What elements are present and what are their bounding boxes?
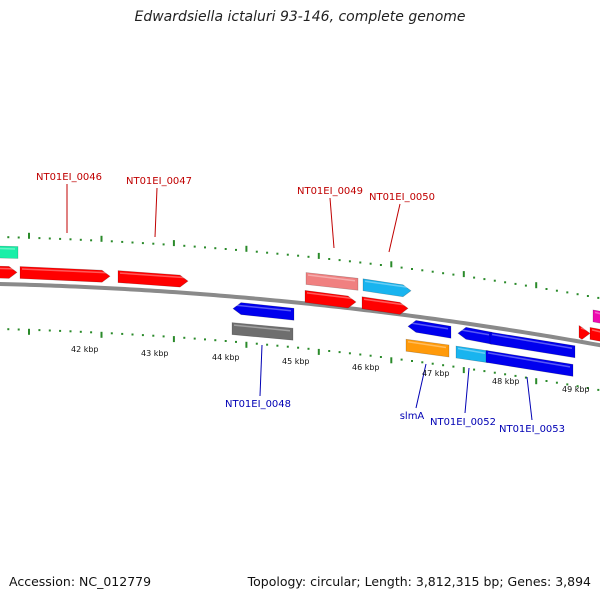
gene-feature[interactable] — [0, 245, 19, 259]
gene-highlight — [594, 311, 600, 315]
label-leader — [464, 367, 470, 414]
gene-highlight — [119, 272, 186, 279]
gene-highlight — [407, 340, 447, 349]
gene-highlight — [487, 352, 571, 368]
gene-feature[interactable] — [485, 350, 574, 377]
gene-highlight — [580, 327, 588, 331]
gene-highlight — [307, 274, 356, 282]
scale-label: 48 kbp — [492, 377, 520, 386]
gene-label[interactable]: NT01EI_0053 — [499, 424, 565, 435]
label-leader-lines — [66, 184, 533, 421]
gene-label[interactable]: slmA — [400, 411, 425, 422]
gene-label[interactable]: NT01EI_0052 — [430, 417, 496, 428]
gene-highlight — [459, 329, 490, 336]
gene-label[interactable]: NT01EI_0050 — [369, 192, 435, 203]
gene-feature[interactable] — [231, 322, 294, 341]
gene-highlight — [457, 347, 486, 354]
gene-feature[interactable] — [19, 266, 111, 283]
scale-labels: 42 kbp 43 kbp 44 kbp 45 kbp 46 kbp 47 kbp 48 k… — [71, 345, 590, 394]
gene-highlight — [21, 268, 108, 274]
scale-label: 42 kbp — [71, 345, 99, 354]
gene-feature[interactable] — [405, 338, 450, 358]
topology-summary: Topology: circular; Length: 3,812,315 bp… — [247, 574, 591, 589]
label-leader — [526, 376, 533, 421]
scale-label: 49 kbp — [562, 385, 590, 394]
label-leader — [329, 197, 335, 249]
gene-highlight — [363, 298, 406, 306]
label-leader — [388, 203, 401, 253]
gene-feature[interactable] — [305, 272, 359, 291]
gene-highlight — [234, 304, 292, 312]
gene-feature[interactable] — [407, 320, 452, 339]
gene-labels: NT01EI_0046 NT01EI_0047 NT01EI_0049 NT01EI_… — [36, 172, 565, 435]
gene-label[interactable]: NT01EI_0048 — [225, 399, 291, 410]
gene-feature[interactable] — [117, 270, 189, 288]
gene-feature[interactable] — [592, 309, 600, 325]
scale-label: 43 kbp — [141, 349, 169, 358]
gene-feature[interactable] — [362, 278, 412, 298]
gene-feature[interactable] — [361, 296, 409, 315]
gene-feature[interactable] — [489, 331, 576, 359]
gene-highlight — [306, 292, 354, 300]
gene-highlight — [0, 267, 15, 270]
scale-label: 46 kbp — [352, 363, 380, 372]
tick-marks — [7, 232, 600, 391]
gene-highlight — [364, 280, 409, 289]
accession-text: Accession: NC_012779 — [9, 574, 152, 589]
label-leader — [259, 344, 263, 397]
gene-highlight — [409, 322, 449, 330]
gene-feature[interactable] — [232, 302, 295, 321]
gene-highlight — [491, 333, 573, 350]
scale-label: 45 kbp — [282, 357, 310, 366]
gene-highlight — [233, 324, 291, 332]
label-leader — [415, 363, 427, 409]
gene-feature[interactable] — [578, 324, 591, 340]
gene-feature[interactable] — [0, 265, 18, 279]
gene-label[interactable]: NT01EI_0046 — [36, 172, 102, 183]
genome-backbone — [0, 281, 600, 348]
scale-label: 47 kbp — [422, 369, 450, 378]
map-title: Edwardsiella ictaluri 93-146, complete g… — [134, 9, 466, 25]
gene-feature[interactable] — [304, 290, 357, 309]
scale-label: 44 kbp — [212, 353, 240, 362]
gene-highlight — [0, 247, 16, 250]
gene-label[interactable]: NT01EI_0049 — [297, 186, 363, 197]
label-leader — [154, 187, 158, 238]
gene-label[interactable]: NT01EI_0047 — [126, 176, 192, 187]
gene-feature[interactable] — [589, 327, 600, 343]
